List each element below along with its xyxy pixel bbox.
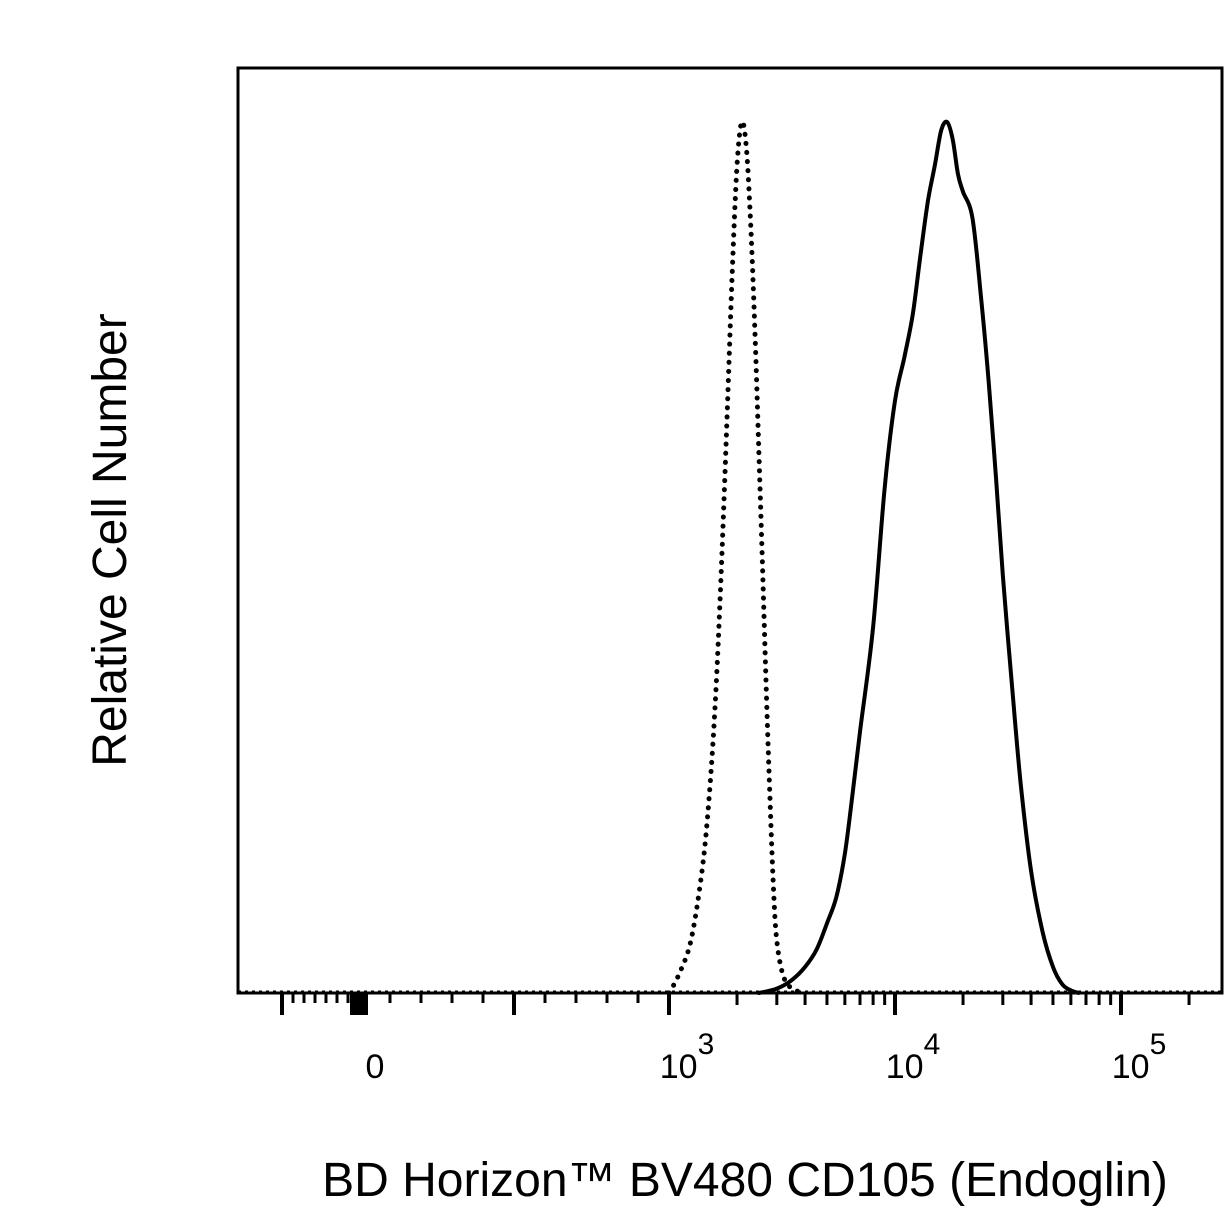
x-tick-label: 104 [886, 1028, 941, 1086]
x-tick-label: 103 [660, 1028, 715, 1086]
y-axis-label: Relative Cell Number [84, 313, 137, 767]
x-axis-tick-labels: 0 103 104 105 [366, 1028, 1167, 1086]
series-layer [238, 119, 1222, 996]
x-axis-ticks [280, 993, 1191, 1015]
plot-frame [236, 66, 1224, 995]
x-tick-label: 105 [1112, 1028, 1167, 1086]
x-axis-label: BD Horizon™ BV480 CD105 (Endoglin) [322, 1154, 1168, 1207]
solid-histogram-line [756, 119, 1081, 995]
dotted-histogram-line [666, 119, 808, 996]
x-tick-label: 0 [366, 1048, 385, 1086]
